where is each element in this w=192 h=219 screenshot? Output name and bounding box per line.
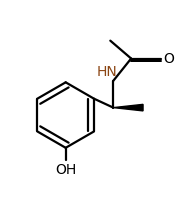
Text: O: O (163, 51, 174, 65)
Text: OH: OH (55, 163, 76, 177)
Text: HN: HN (97, 65, 118, 79)
Polygon shape (113, 104, 143, 111)
